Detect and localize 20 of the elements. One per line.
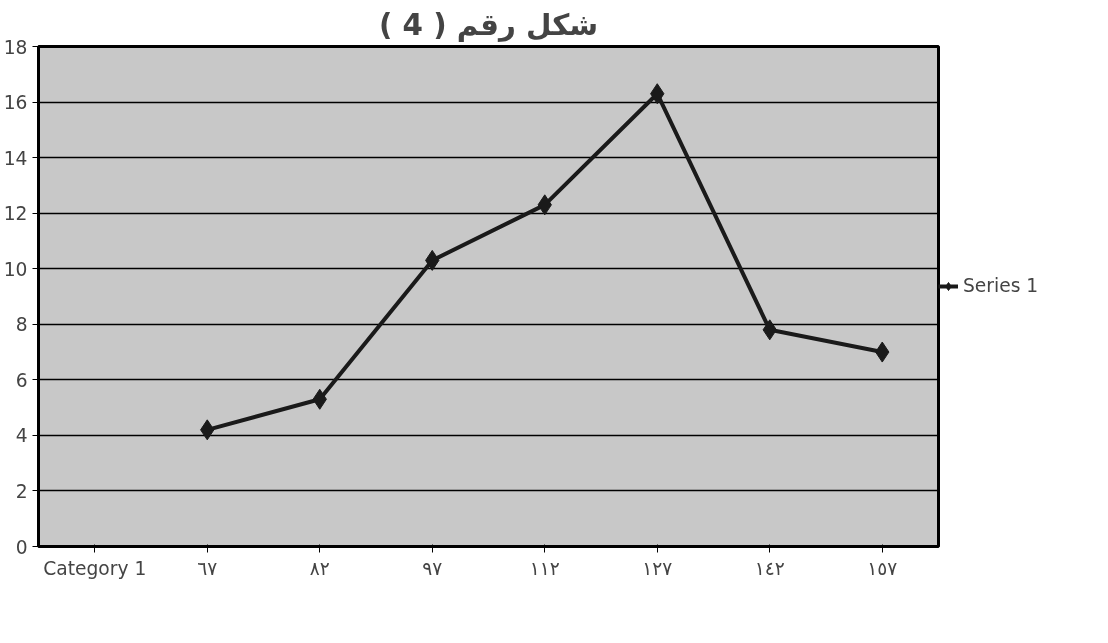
- y-tick-label: 8: [15, 314, 28, 336]
- y-tick-label: 16: [3, 92, 28, 114]
- x-tick-label: ١٢٧: [642, 557, 673, 579]
- y-tick-label: 6: [15, 369, 28, 391]
- x-tick-label: ٨٢: [309, 557, 330, 579]
- x-tick-label: ١٤٢: [754, 557, 785, 579]
- x-tick-label: ٩٧: [422, 557, 443, 579]
- y-tick-label: 2: [15, 480, 28, 502]
- y-tick-label: 18: [3, 36, 28, 58]
- x-tick-label: ١١٢: [529, 557, 560, 579]
- y-tick-label: 0: [15, 536, 28, 558]
- y-tick-label: 14: [3, 147, 28, 169]
- x-tick-label: Category 1: [43, 557, 147, 579]
- y-tick-label: 4: [15, 425, 28, 447]
- x-tick-label: ١٥٧: [867, 557, 898, 579]
- legend-label: Series 1: [963, 275, 1039, 296]
- y-tick-label: 12: [3, 203, 28, 225]
- chart-title: شكل رقم ( 4 ): [378, 7, 599, 42]
- y-tick-label: 10: [3, 258, 28, 280]
- x-tick-label: ٦٧: [197, 557, 218, 579]
